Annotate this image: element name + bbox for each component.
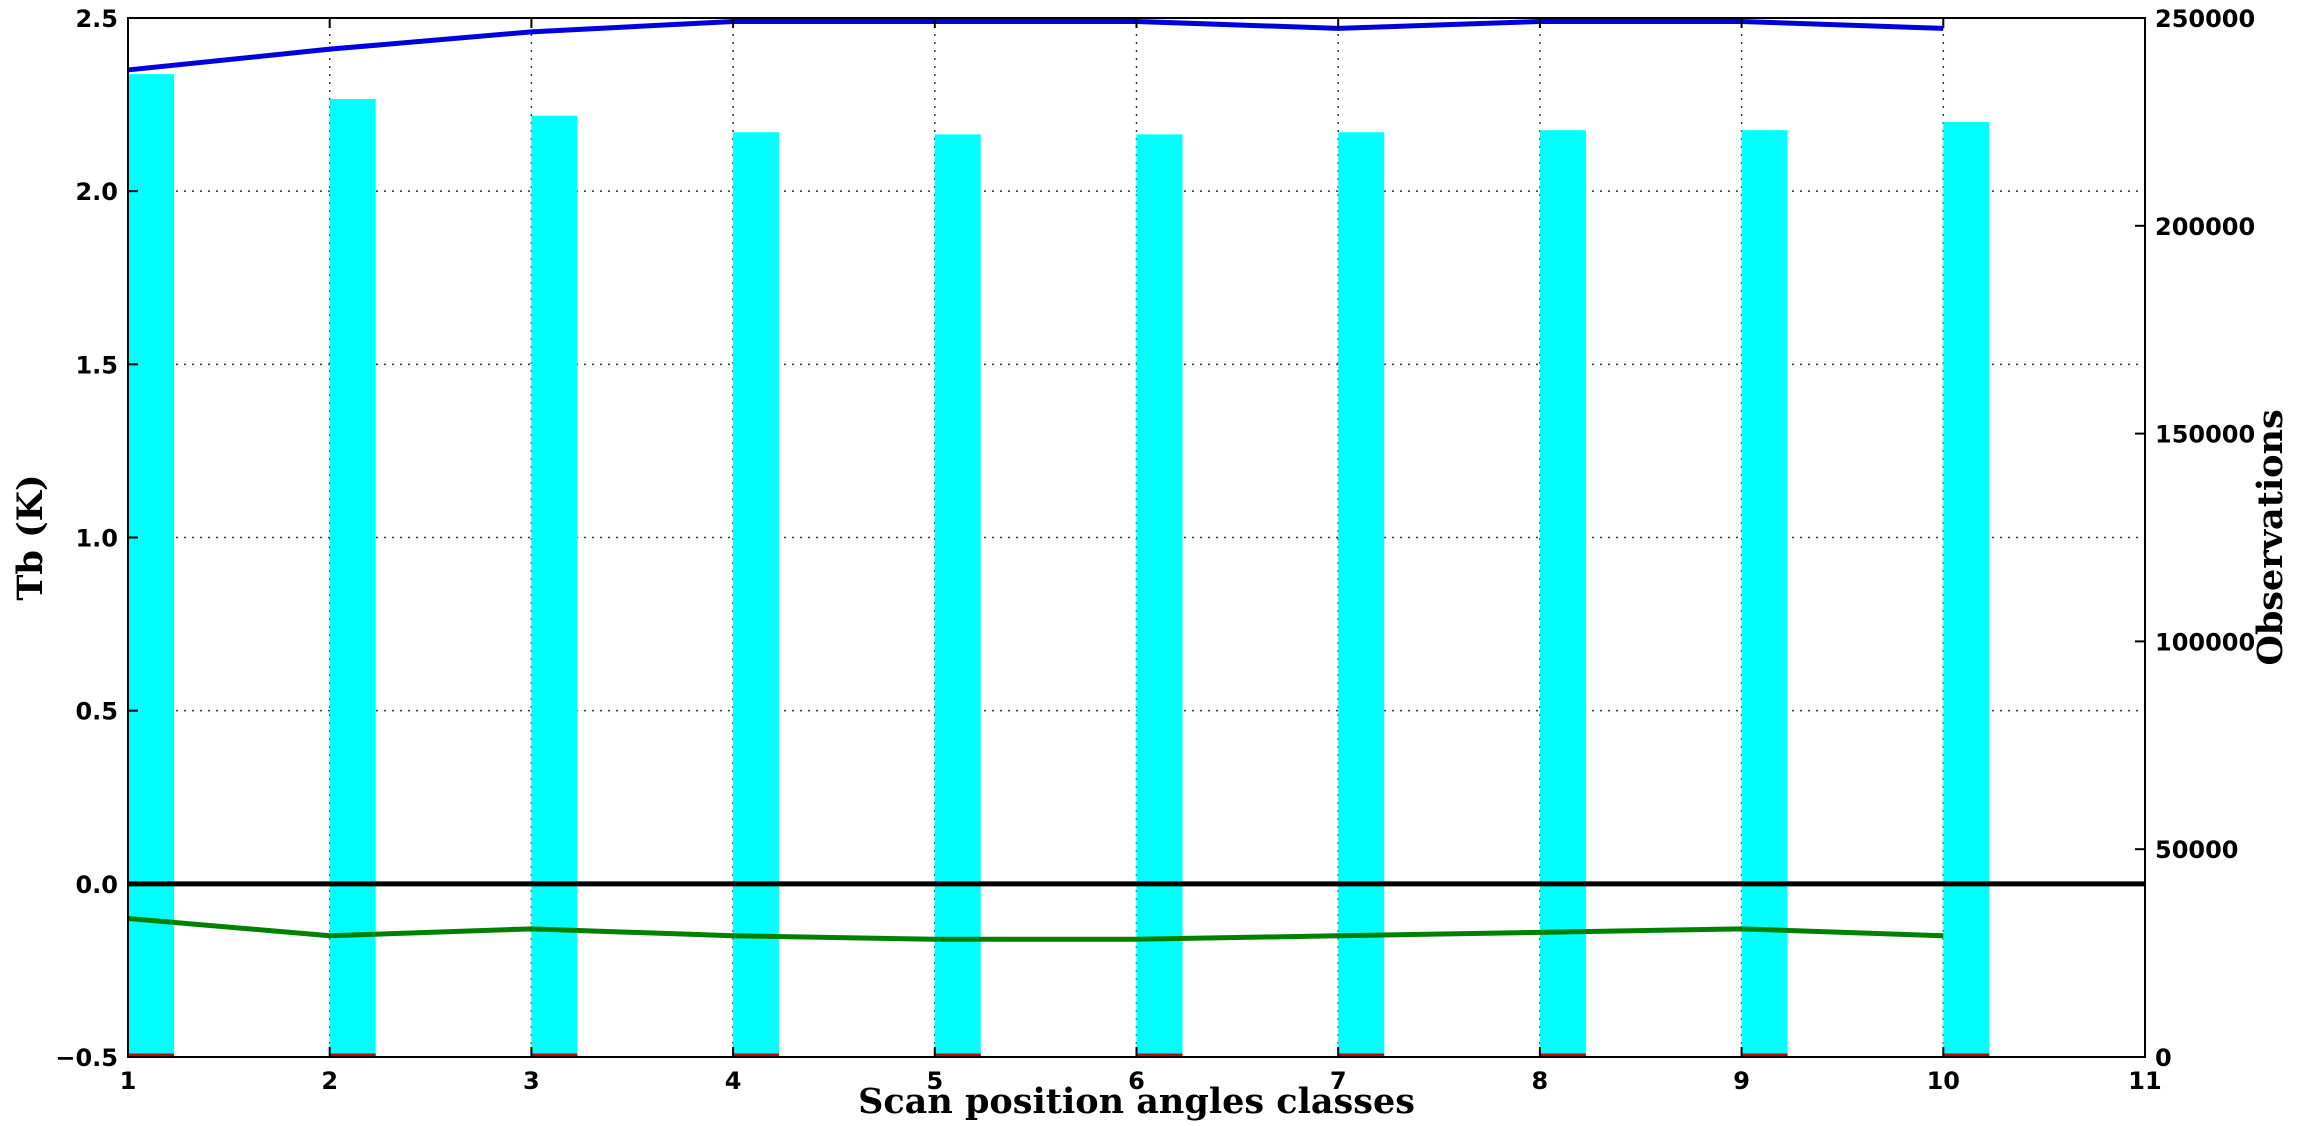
small-bar (128, 1053, 174, 1057)
x-tick-label: 8 (1532, 1067, 1549, 1095)
y-tick-label: 2.0 (75, 178, 118, 206)
observations-bar (1338, 132, 1385, 1058)
ticks-layer: 1 2 3 4 5 6 7 8 9 10 11 −0.5 0.0 0.5 1.0 1.5 2.0 2.5 0 5000… (55, 5, 2255, 1095)
small-bar (1539, 1053, 1586, 1057)
observations-bar (1539, 130, 1586, 1057)
x-tick-label: 11 (2128, 1067, 2161, 1095)
y-tick-label: 0.0 (75, 871, 118, 899)
y2-tick-label: 200000 (2155, 213, 2255, 241)
y2-tick-label: 50000 (2155, 836, 2239, 864)
small-bar (329, 1053, 376, 1057)
y-tick-label: −0.5 (55, 1044, 118, 1072)
x-tick-label: 10 (1927, 1067, 1960, 1095)
small-bar (1338, 1053, 1385, 1057)
x-axis-title: Scan position angles classes (858, 1081, 1415, 1122)
series-line-1 (127, 915, 1944, 942)
observations-bar (329, 99, 376, 1058)
y-tick-label: 1.0 (75, 525, 118, 553)
bars-layer (128, 74, 1990, 1058)
y-axis-title: Tb (K) (10, 474, 51, 600)
small-bar (733, 1053, 780, 1057)
observations-bar (733, 132, 780, 1058)
small-bar (1943, 1053, 1990, 1057)
x-tick-label: 9 (1733, 1067, 1750, 1095)
x-tick-label: 4 (725, 1067, 742, 1095)
observations-bar (531, 115, 578, 1057)
x-tick-label: 1 (120, 1067, 137, 1095)
x-tick-label: 5 (926, 1067, 943, 1095)
y2-tick-label: 250000 (2155, 5, 2255, 33)
small-bar (1741, 1053, 1788, 1057)
observations-bar (128, 74, 174, 1057)
observations-bar (1136, 134, 1183, 1058)
y-tick-label: 2.5 (75, 5, 118, 33)
observations-bar (1943, 121, 1990, 1057)
lines-layer (127, 18, 2145, 942)
x-tick-label: 3 (523, 1067, 540, 1095)
y-tick-label: 1.5 (75, 351, 118, 379)
small-bar (531, 1053, 578, 1057)
y2-tick-label: 150000 (2155, 421, 2255, 449)
x-tick-label: 7 (1330, 1067, 1347, 1095)
x-tick-label: 6 (1128, 1067, 1145, 1095)
y2-axis-title: Observations (2250, 409, 2291, 665)
x-tick-label: 2 (321, 1067, 338, 1095)
small-bar (1136, 1053, 1183, 1057)
small-bar (934, 1053, 981, 1057)
y-tick-label: 0.5 (75, 698, 118, 726)
observations-bar (1741, 130, 1788, 1057)
observations-bar (934, 134, 981, 1058)
series-line-0 (127, 18, 1944, 73)
y2-tick-label: 100000 (2155, 628, 2255, 656)
y2-tick-label: 0 (2155, 1044, 2172, 1072)
